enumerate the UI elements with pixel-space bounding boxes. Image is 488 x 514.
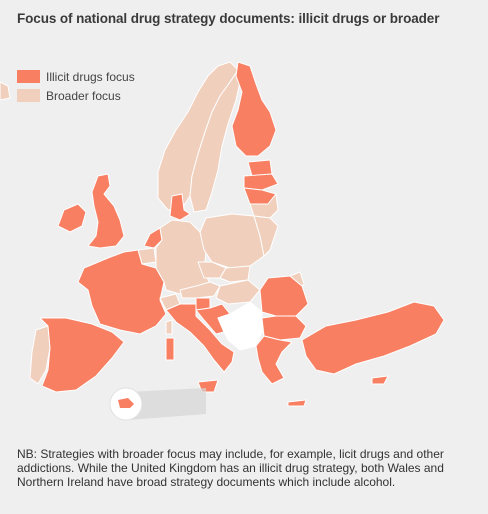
map-legend: Illicit drugs focus Broader focus (17, 68, 135, 106)
legend-item-illicit: Illicit drugs focus (17, 68, 135, 85)
country-romania (259, 275, 309, 317)
country-greece (255, 335, 293, 385)
legend-item-broader: Broader focus (17, 87, 135, 104)
europe-map (0, 61, 445, 421)
country-latvia (243, 173, 279, 191)
country-bulgaria (261, 315, 307, 341)
country-estonia (247, 159, 273, 177)
region-western-balkans (217, 301, 263, 351)
country-france (77, 249, 167, 335)
country-denmark (169, 193, 191, 221)
country-greece-crete (287, 399, 307, 407)
footnote: NB: Strategies with broader focus may in… (17, 447, 444, 489)
country-poland (199, 213, 265, 269)
country-cyprus (371, 375, 389, 385)
legend-label-illicit: Illicit drugs focus (46, 69, 135, 84)
country-ukraine (253, 215, 279, 257)
page-title: Focus of national drug strategy document… (17, 11, 440, 26)
country-ireland (57, 203, 87, 233)
legend-swatch-illicit (17, 70, 40, 83)
country-france-corsica (165, 319, 173, 335)
country-austria (179, 281, 221, 299)
country-netherlands (143, 227, 163, 249)
country-spain (39, 317, 125, 393)
legend-swatch-broader (17, 89, 40, 102)
country-turkey (301, 301, 445, 375)
legend-label-broader: Broader focus (46, 88, 121, 103)
country-italy-sardinia (165, 337, 175, 361)
country-iceland (0, 81, 11, 101)
country-finland (231, 61, 277, 157)
malta-callout-beam (128, 388, 206, 420)
country-hungary (215, 279, 261, 305)
country-united-kingdom (87, 173, 125, 249)
country-malta (118, 398, 134, 408)
country-sweden (189, 69, 241, 213)
country-moldova (289, 271, 305, 287)
country-slovakia (219, 265, 251, 283)
